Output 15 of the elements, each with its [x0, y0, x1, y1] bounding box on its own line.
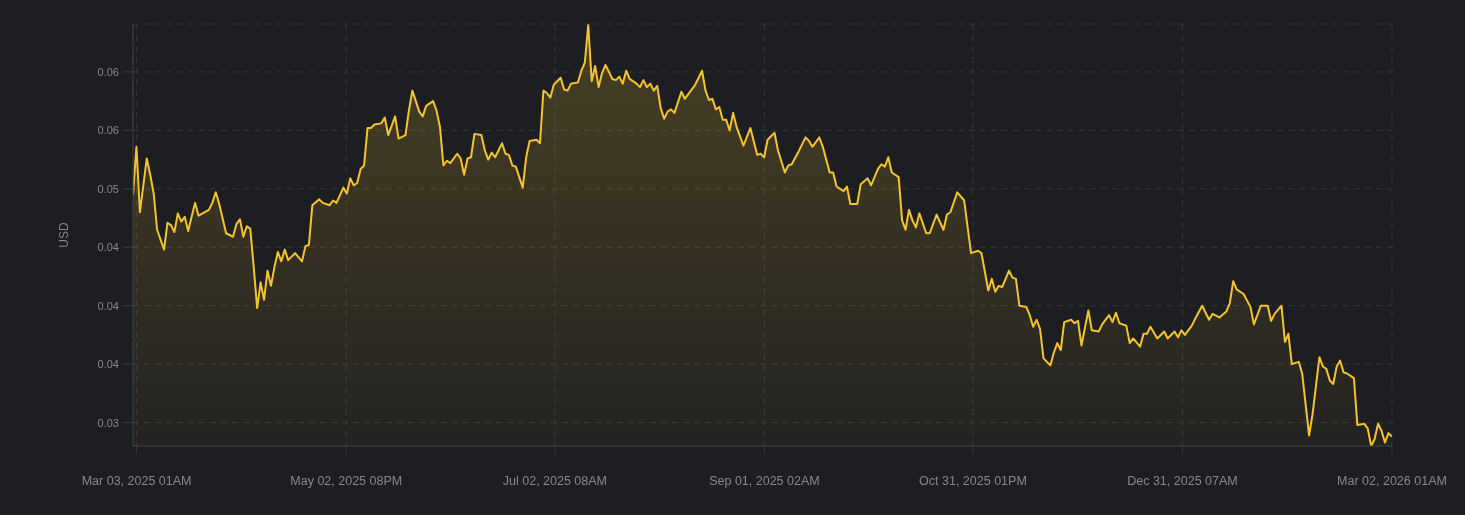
- y-tick-label: 0.05: [97, 182, 119, 195]
- x-tick-label: Sep 01, 2025 02AM: [709, 473, 820, 488]
- x-tick-label: Mar 02, 2026 01AM: [1337, 473, 1447, 488]
- x-tick-label: May 02, 2025 08PM: [290, 473, 403, 488]
- x-tick-label: Dec 31, 2025 07AM: [1127, 473, 1238, 488]
- y-tick-label: 0.04: [97, 241, 119, 254]
- y-tick-label: 0.04: [97, 299, 119, 312]
- y-tick-label: 0.04: [97, 358, 119, 371]
- x-tick-label: Mar 03, 2025 01AM: [81, 473, 192, 488]
- x-tick-label: Jul 02, 2025 08AM: [502, 473, 608, 488]
- y-axis-title: USD: [57, 222, 71, 248]
- y-tick-label: 0.06: [97, 65, 119, 78]
- y-tick-label: 0.03: [97, 416, 119, 429]
- y-tick-label: 0.06: [97, 124, 119, 137]
- x-tick-label: Oct 31, 2025 01PM: [919, 473, 1027, 488]
